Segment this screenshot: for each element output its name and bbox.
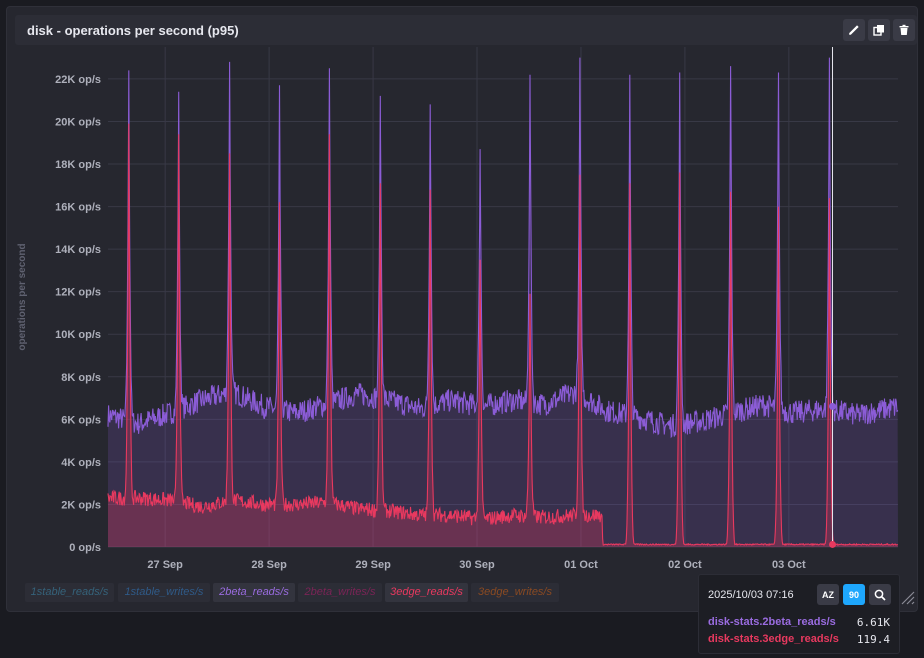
series-line (107, 123, 899, 547)
tooltip-time: 2025/10/03 07:16 (708, 589, 794, 601)
tooltip-series-name: disk-stats.3edge_reads/s (708, 633, 839, 645)
y-axis-label: operations per second (17, 243, 28, 350)
search-icon (874, 589, 886, 601)
x-tick-label: 30 Sep (459, 559, 495, 571)
y-tick-label: 14K op/s (55, 244, 101, 256)
legend-label: 1stable_writes/s (124, 586, 204, 598)
panel-title: disk - operations per second (p95) (27, 23, 239, 38)
legend-item-2beta-reads[interactable]: 2beta_reads/s (213, 583, 295, 602)
sort-alpha-label: AZ (822, 589, 834, 600)
x-tick-label: 01 Oct (564, 559, 598, 571)
legend-label: 3edge_reads/s (390, 586, 463, 598)
y-tick-label: 10K op/s (55, 329, 101, 341)
legend-item-3edge-reads[interactable]: 3edge_reads/s (385, 583, 468, 602)
y-tick-label: 12K op/s (55, 287, 101, 299)
y-tick-label: 2K op/s (61, 499, 101, 511)
legend-label: 3edge_writes/s (478, 586, 552, 598)
tooltip-series-value: 6.61K (856, 616, 890, 629)
y-tick-label: 6K op/s (61, 414, 101, 426)
hover-point (829, 402, 837, 410)
clone-icon (873, 25, 884, 36)
y-tick-label: 22K op/s (55, 74, 101, 86)
resize-handle-icon[interactable] (899, 589, 915, 605)
x-tick-label: 27 Sep (147, 559, 183, 571)
y-tick-label: 0 op/s (69, 542, 101, 554)
legend-item-1stable-reads[interactable]: 1stable_reads/s (25, 583, 114, 602)
legend-item-2beta-writes[interactable]: 2beta_writes/s (298, 583, 382, 602)
series-line (107, 57, 899, 439)
x-tick-label: 29 Sep (355, 559, 391, 571)
x-tick-label: 28 Sep (251, 559, 287, 571)
sort-alpha-button[interactable]: AZ (817, 584, 839, 605)
panel-header[interactable]: disk - operations per second (p95) (15, 15, 917, 45)
search-button[interactable] (869, 584, 891, 605)
trash-icon (899, 24, 909, 35)
tooltip-series-name: disk-stats.2beta_reads/s (708, 616, 836, 628)
legend-item-3edge-writes[interactable]: 3edge_writes/s (471, 583, 559, 602)
y-tick-label: 8K op/s (61, 372, 101, 384)
hover-point (829, 540, 837, 548)
legend-item-1stable-writes[interactable]: 1stable_writes/s (118, 583, 210, 602)
legend-label: 2beta_reads/s (219, 586, 289, 598)
edit-button[interactable] (843, 19, 865, 41)
clone-button[interactable] (868, 19, 890, 41)
tooltip-series-value: 119.4 (856, 633, 890, 646)
legend-label: 1stable_reads/s (30, 586, 109, 598)
sort-numeric-label: 90 (848, 589, 859, 600)
hover-tooltip: 2025/10/03 07:16 AZ 90 disk-stats.2beta_… (698, 574, 900, 654)
y-tick-label: 16K op/s (55, 202, 101, 214)
y-tick-label: 20K op/s (55, 116, 101, 128)
sort-numeric-button[interactable]: 90 (843, 584, 865, 605)
x-tick-label: 03 Oct (772, 559, 806, 571)
y-tick-label: 4K op/s (61, 457, 101, 469)
x-tick-label: 02 Oct (668, 559, 702, 571)
legend-label: 2beta_writes/s (304, 586, 376, 598)
pencil-icon (849, 25, 859, 35)
delete-button[interactable] (893, 19, 915, 41)
y-tick-label: 18K op/s (55, 159, 101, 171)
